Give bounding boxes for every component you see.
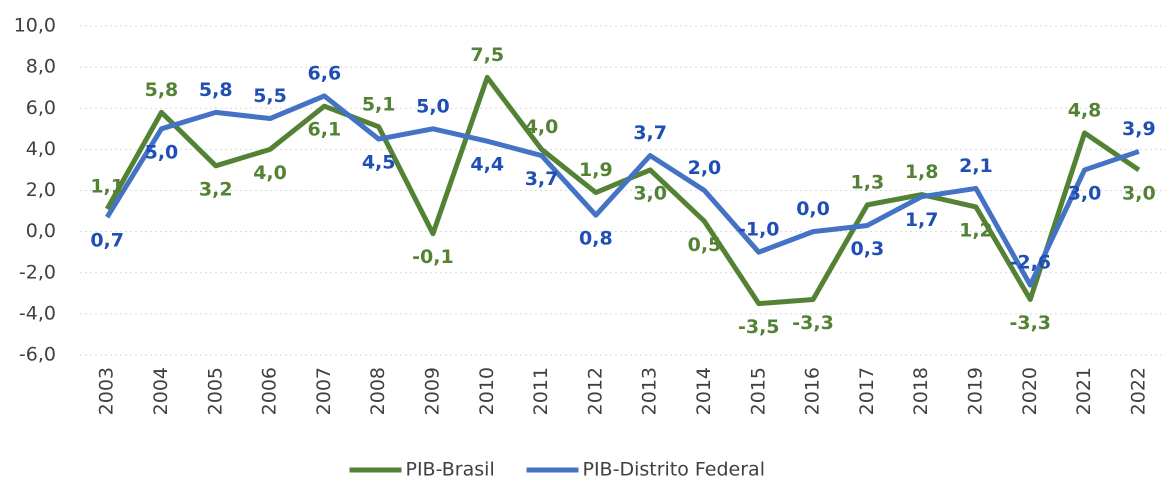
y-tick-label: -6,0 xyxy=(19,344,56,366)
x-tick-label: 2010 xyxy=(476,367,498,415)
data-label: 5,5 xyxy=(253,85,287,107)
data-label: 1,9 xyxy=(579,159,613,181)
data-label: 0,8 xyxy=(579,228,613,250)
data-label: 3,0 xyxy=(1068,182,1102,204)
data-label: 0,7 xyxy=(90,230,124,252)
x-tick-label: 2018 xyxy=(910,367,932,415)
x-tick-label: 2013 xyxy=(639,367,661,415)
x-tick-label: 2011 xyxy=(530,367,552,415)
legend-label: PIB-Brasil xyxy=(406,459,495,481)
data-label: 3,0 xyxy=(633,182,667,204)
x-tick-label: 2014 xyxy=(693,367,715,415)
x-tick-label: 2021 xyxy=(1073,367,1095,415)
data-label: -3,3 xyxy=(1009,312,1051,334)
x-tick-label: 2015 xyxy=(747,367,769,415)
y-tick-label: -2,0 xyxy=(19,261,56,283)
data-label: 4,5 xyxy=(362,152,396,174)
x-tick-label: 2009 xyxy=(421,367,443,415)
data-label: 1,7 xyxy=(905,209,939,231)
data-label: 4,0 xyxy=(525,116,559,138)
data-label: 2,1 xyxy=(959,155,993,177)
data-label: 1,1 xyxy=(90,176,124,198)
series-line xyxy=(104,74,1141,307)
data-label: 1,8 xyxy=(905,161,939,183)
x-tick-label: 2022 xyxy=(1127,367,1149,415)
x-tick-label: 2020 xyxy=(1019,367,1041,415)
y-tick-label: 2,0 xyxy=(26,179,56,201)
data-label: 5,8 xyxy=(199,79,233,101)
data-label: 3,7 xyxy=(633,122,667,144)
data-label: 3,2 xyxy=(199,178,233,200)
y-tick-label: 6,0 xyxy=(26,97,56,119)
data-label: 5,1 xyxy=(362,93,396,115)
x-tick-label: 2004 xyxy=(150,367,172,415)
data-label: 4,0 xyxy=(253,162,287,184)
data-label: -3,3 xyxy=(792,312,834,334)
x-tick-label: 2003 xyxy=(96,367,118,415)
data-label: 5,8 xyxy=(145,79,179,101)
data-label: 5,0 xyxy=(145,141,179,163)
data-label: -1,0 xyxy=(738,219,780,241)
data-label: 4,4 xyxy=(470,154,504,176)
data-label: 5,0 xyxy=(416,95,450,117)
data-label: 0,0 xyxy=(796,198,830,220)
data-label: 2,0 xyxy=(688,157,722,179)
x-tick-label: 2019 xyxy=(964,367,986,415)
data-label: 7,5 xyxy=(470,44,504,66)
data-label: 0,3 xyxy=(851,238,885,260)
data-label: 1,3 xyxy=(851,171,885,193)
x-tick-label: 2012 xyxy=(584,367,606,415)
data-label: 1,2 xyxy=(959,219,993,241)
data-label: -0,1 xyxy=(412,246,454,268)
data-label: 3,7 xyxy=(525,168,559,190)
data-label: 6,1 xyxy=(308,119,342,141)
data-label: -3,5 xyxy=(738,316,780,338)
y-tick-label: 10,0 xyxy=(14,15,56,37)
legend-label: PIB-Distrito Federal xyxy=(583,459,765,481)
data-label: 4,8 xyxy=(1068,99,1102,121)
x-tick-label: 2017 xyxy=(856,367,878,415)
y-tick-label: 0,0 xyxy=(26,220,56,242)
x-tick-label: 2007 xyxy=(313,367,335,415)
x-tick-label: 2016 xyxy=(802,367,824,415)
x-tick-label: 2005 xyxy=(204,367,226,415)
data-label: 0,5 xyxy=(688,234,722,256)
data-label: 6,6 xyxy=(308,62,342,84)
data-label: -2,6 xyxy=(1009,252,1051,274)
data-label: 3,9 xyxy=(1122,118,1156,140)
x-tick-label: 2008 xyxy=(367,367,389,415)
y-tick-label: 4,0 xyxy=(26,138,56,160)
y-tick-label: 8,0 xyxy=(26,56,56,78)
series-line xyxy=(105,93,1140,288)
y-tick-label: -4,0 xyxy=(19,302,56,324)
data-label: 3,0 xyxy=(1122,182,1156,204)
x-tick-label: 2006 xyxy=(259,367,281,415)
